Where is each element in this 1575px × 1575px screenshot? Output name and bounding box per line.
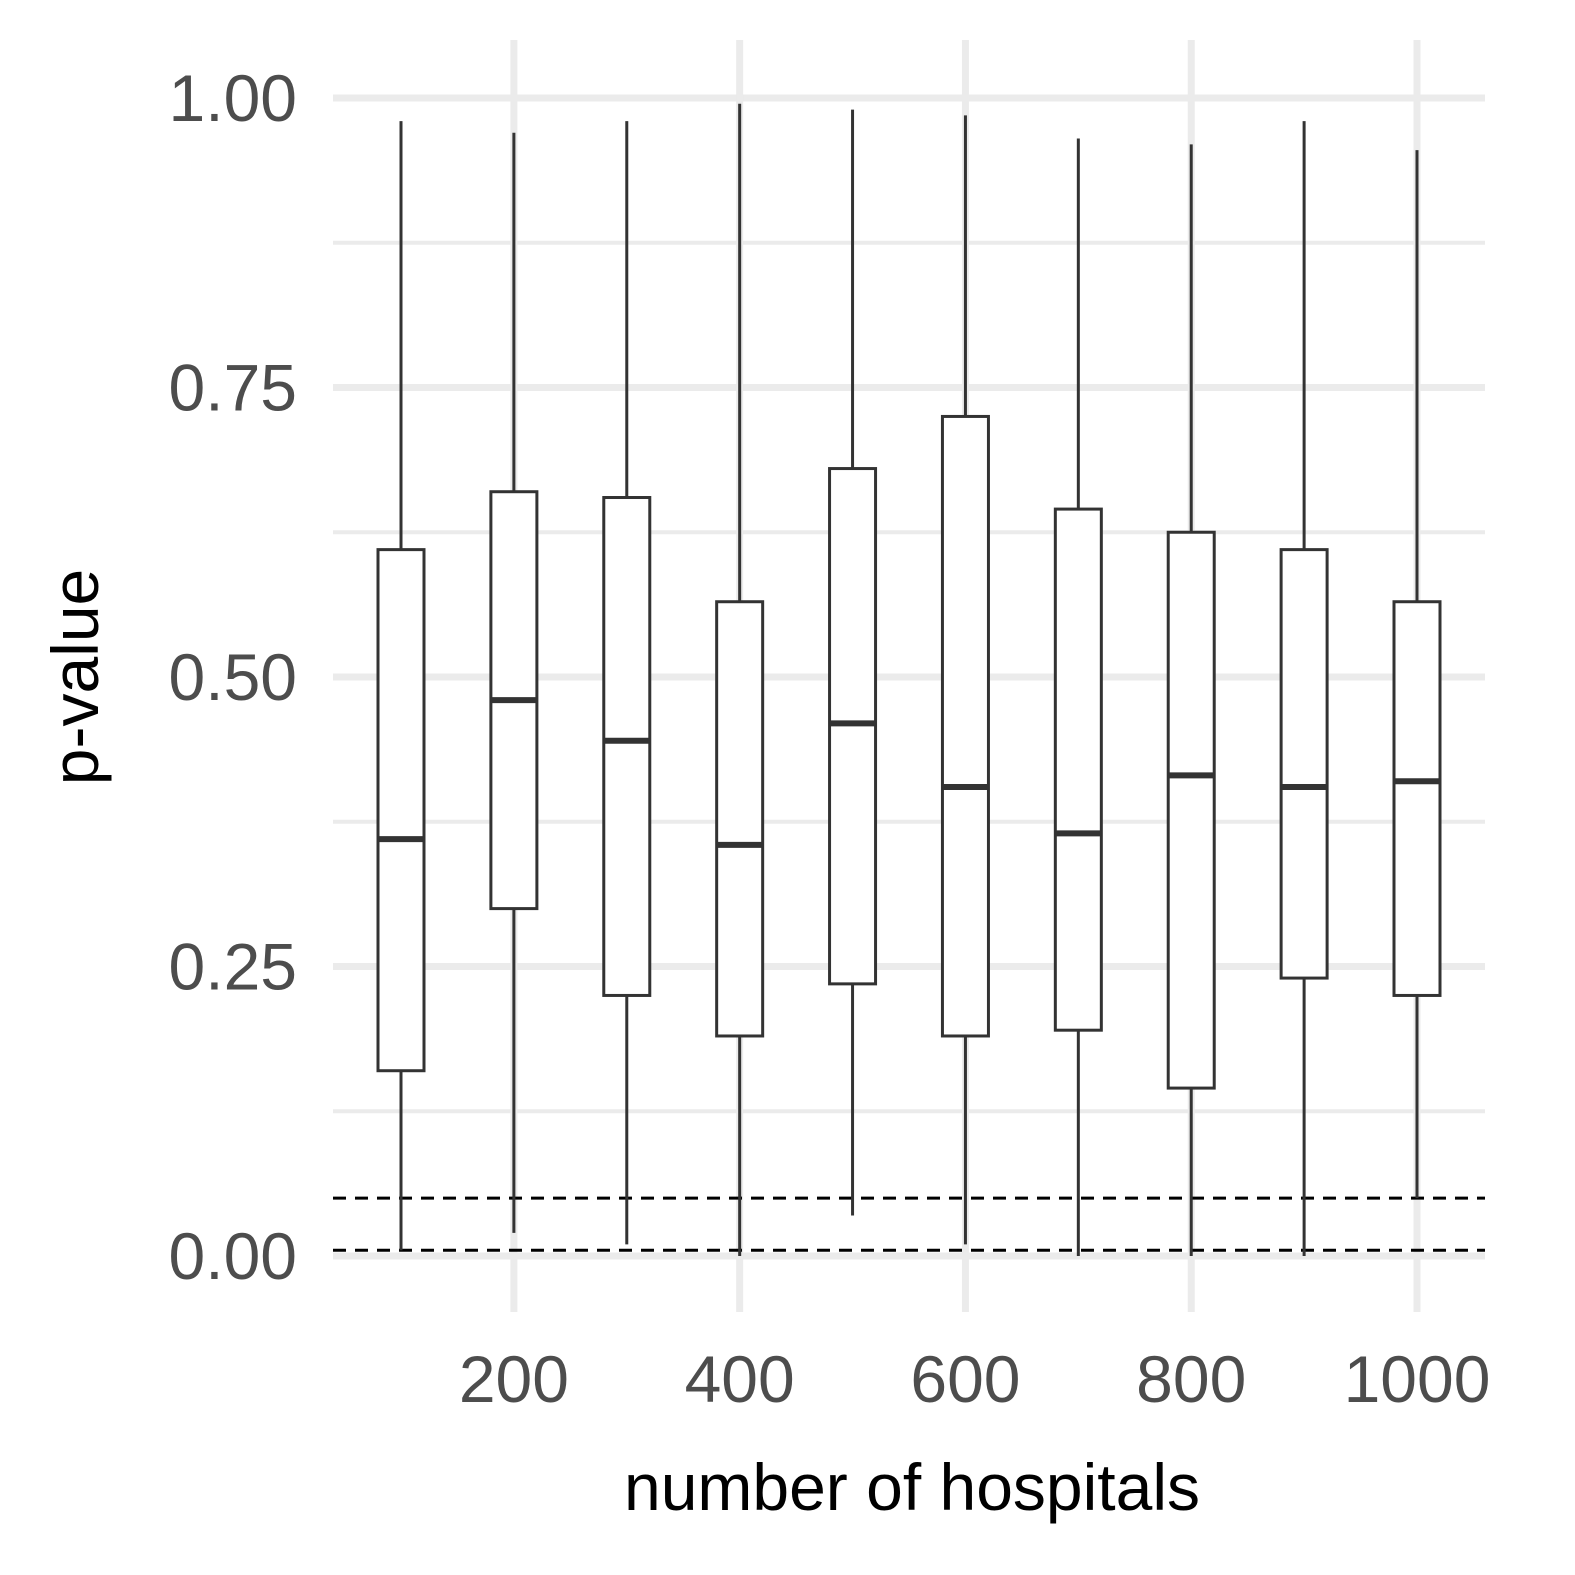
- y-tick-label: 0.00: [169, 1219, 297, 1293]
- box-iqr: [1166, 530, 1216, 1090]
- y-tick-labels: 0.00 0.25 0.50 0.75 1.00: [169, 61, 297, 1293]
- box-iqr: [940, 414, 990, 1038]
- box-iqr: [1279, 548, 1329, 980]
- box-100: [376, 121, 426, 1251]
- x-tick-label: 1000: [1344, 1342, 1491, 1416]
- box-layer: [376, 103, 1442, 1256]
- box-1000: [1392, 150, 1442, 1199]
- reference-lines: [333, 1196, 1485, 1252]
- y-tick-label: 0.75: [169, 351, 297, 425]
- box-500: [828, 109, 878, 1216]
- box-900: [1279, 121, 1329, 1256]
- box-300: [602, 121, 652, 1245]
- box-iqr: [602, 496, 652, 997]
- box-600: [940, 115, 990, 1245]
- x-tick-label: 800: [1136, 1342, 1246, 1416]
- box-800: [1166, 144, 1216, 1256]
- x-axis-title: number of hospitals: [624, 1450, 1200, 1524]
- box-iqr: [715, 600, 765, 1038]
- x-tick-label: 200: [459, 1342, 569, 1416]
- box-iqr: [1392, 600, 1442, 997]
- box-iqr: [1053, 507, 1103, 1032]
- box-700: [1053, 138, 1103, 1256]
- y-tick-label: 0.50: [169, 640, 297, 714]
- x-tick-label: 400: [685, 1342, 795, 1416]
- y-tick-label: 0.25: [169, 930, 297, 1004]
- x-tick-label: 600: [910, 1342, 1020, 1416]
- y-axis-title: p-value: [38, 569, 112, 785]
- y-tick-label: 1.00: [169, 61, 297, 135]
- x-tick-labels: 200 400 600 800 1000: [459, 1342, 1491, 1416]
- box-iqr: [376, 548, 426, 1073]
- box-200: [489, 132, 539, 1233]
- box-400: [715, 103, 765, 1256]
